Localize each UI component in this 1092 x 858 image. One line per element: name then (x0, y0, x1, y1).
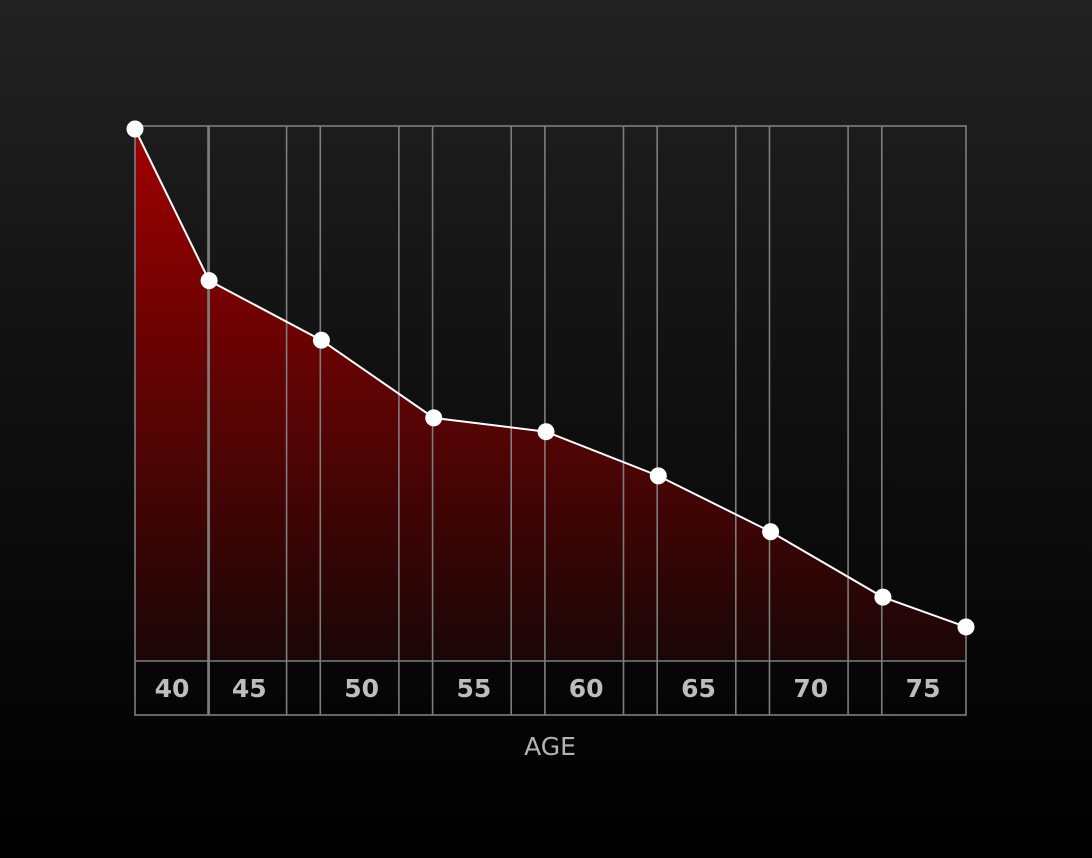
x-tick-label: 45 (232, 674, 267, 703)
area-layer (135, 129, 966, 661)
x-tick-label: 60 (569, 674, 604, 703)
x-axis-title: AGE (524, 732, 576, 761)
data-point (312, 331, 330, 349)
data-point (425, 409, 443, 427)
x-tick-label: 40 (155, 674, 190, 703)
plot-frame (134, 125, 967, 716)
data-point (126, 120, 144, 138)
data-point (537, 423, 555, 441)
x-tick-label: 50 (344, 674, 379, 703)
data-point (874, 588, 892, 606)
points-layer (126, 120, 975, 636)
grid-layer (134, 125, 967, 716)
x-tick-label: 55 (456, 674, 491, 703)
x-tick-label: 70 (793, 674, 828, 703)
data-point (649, 467, 667, 485)
data-point (762, 523, 780, 541)
x-tick-label: 65 (681, 674, 716, 703)
area-fill (135, 129, 966, 661)
tick-layer: 40 45 50 55 60 65 70 75 (155, 674, 941, 703)
x-tick-label: 75 (906, 674, 941, 703)
data-point (200, 272, 218, 290)
data-point (957, 618, 975, 636)
